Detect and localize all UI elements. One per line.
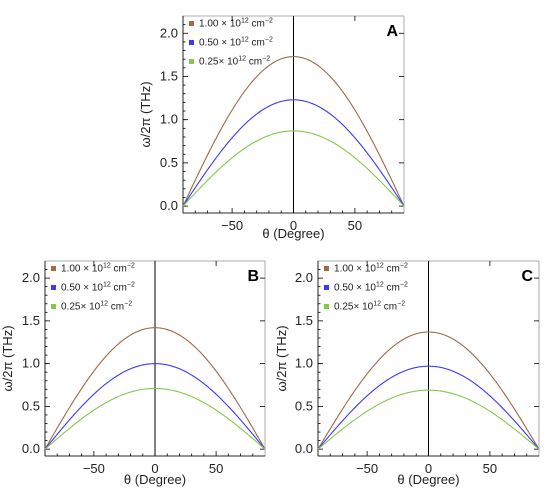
panel-a-xtick-label: 50: [348, 218, 362, 233]
panel-a-legend-swatch-3: [189, 59, 194, 64]
panel-c-ytick-label: 0.5: [295, 398, 313, 413]
panel-b: 0.0 0.5 1.0 1.5 2.0 −50 0 50 θ (Degree) ω/2π (THz…: [0, 260, 266, 487]
panel-c-ytick-label: 2.0: [295, 270, 313, 285]
panel-c-series-3-line: [317, 389, 540, 450]
panel-a-ytick-label: 1.0: [160, 112, 178, 127]
panel-a-legend-label-2: 0.50 × 1012 cm−2: [199, 37, 273, 49]
panel-b-ytick-label: 1.0: [22, 356, 40, 371]
panel-c-legend-label-2: 0.50 × 1012 cm−2: [334, 282, 408, 294]
panel-b-ytick-label: 0.5: [22, 398, 40, 413]
panel-a-xtick-label: 0: [290, 218, 297, 233]
panel-c-xtick-label: 0: [425, 461, 432, 476]
panel-c-ytick-label: 0.0: [295, 441, 313, 456]
panel-b-legend-swatch-1: [51, 266, 56, 271]
panel-b-legend-label-3: 0.25× 1012 cm−2: [61, 301, 132, 313]
panel-b-xtick-label: −50: [83, 461, 105, 476]
panel-a-ytick-label: 1.5: [160, 68, 178, 83]
panel-a-legend-label-3: 0.25× 1012 cm−2: [199, 56, 270, 68]
panel-c-xlabel: θ (Degree): [397, 472, 459, 487]
panel-b-series-2-line: [44, 363, 266, 450]
panel-c-legend-swatch-2: [324, 285, 329, 290]
panel-a-series-1-line: [182, 56, 405, 207]
panel-c-legend-swatch-3: [324, 304, 329, 309]
panel-b-legend-label-2: 0.50 × 1012 cm−2: [61, 282, 135, 294]
panel-b-ytick-label: 2.0: [22, 270, 40, 285]
panel-a-ylabel: ω/2π (THz): [138, 81, 153, 147]
panel-b-legend-swatch-3: [51, 304, 56, 309]
panel-c-xtick-label: −50: [356, 461, 378, 476]
panel-a-legend-label-1: 1.00 × 1012 cm−2: [199, 18, 273, 30]
panel-c-legend-label-1: 1.00 × 1012 cm−2: [334, 263, 408, 275]
panel-b-xtick-label: 0: [151, 461, 158, 476]
panel-a-xtick-label: −50: [221, 218, 243, 233]
panel-c-legend-swatch-1: [324, 266, 329, 271]
panel-b-xtick-label: 50: [209, 461, 223, 476]
panel-a-ytick-label: 0.0: [160, 198, 178, 213]
panel-a: 0.0 0.5 1.0 1.5 2.0 −50 0 50 θ (Degree) ω/2π (THz…: [138, 15, 405, 241]
panel-c-legend-label-3: 0.25× 1012 cm−2: [334, 301, 405, 313]
panel-b-series-3-line: [44, 387, 266, 450]
panel-c-label: C: [521, 268, 533, 285]
panel-b-ytick-label: 1.5: [22, 313, 40, 328]
panel-c-ytick-label: 1.0: [295, 356, 313, 371]
panel-a-legend-swatch-2: [189, 40, 194, 45]
panel-a-label: A: [386, 23, 398, 40]
panel-c-ylabel: ω/2π (THz): [274, 325, 289, 391]
panel-a-xlabel: θ (Degree): [262, 226, 324, 241]
panel-b-label: B: [247, 268, 259, 285]
panel-b-ytick-label: 0.0: [22, 441, 40, 456]
panel-b-ylabel: ω/2π (THz): [0, 325, 15, 391]
panel-a-legend-swatch-1: [189, 21, 194, 26]
panel-b-legend-swatch-2: [51, 285, 56, 290]
panel-c-ytick-label: 1.5: [295, 313, 313, 328]
panel-b-xlabel: θ (Degree): [124, 472, 186, 487]
panel-a-ytick-label: 0.5: [160, 155, 178, 170]
panel-b-legend-label-1: 1.00 × 1012 cm−2: [61, 263, 135, 275]
panel-a-ytick-label: 2.0: [160, 25, 178, 40]
panel-c-series-2-line: [317, 365, 540, 450]
panel-c: 0.0 0.5 1.0 1.5 2.0 −50 0 50 θ (Degree) ω/2π (THz…: [274, 260, 540, 487]
panel-c-xtick-label: 50: [483, 461, 497, 476]
panel-c-series-1-line: [317, 331, 540, 450]
panel-a-series-3-line: [182, 130, 405, 207]
panel-a-series-2-line: [182, 99, 405, 207]
panel-b-series-1-line: [44, 327, 266, 450]
